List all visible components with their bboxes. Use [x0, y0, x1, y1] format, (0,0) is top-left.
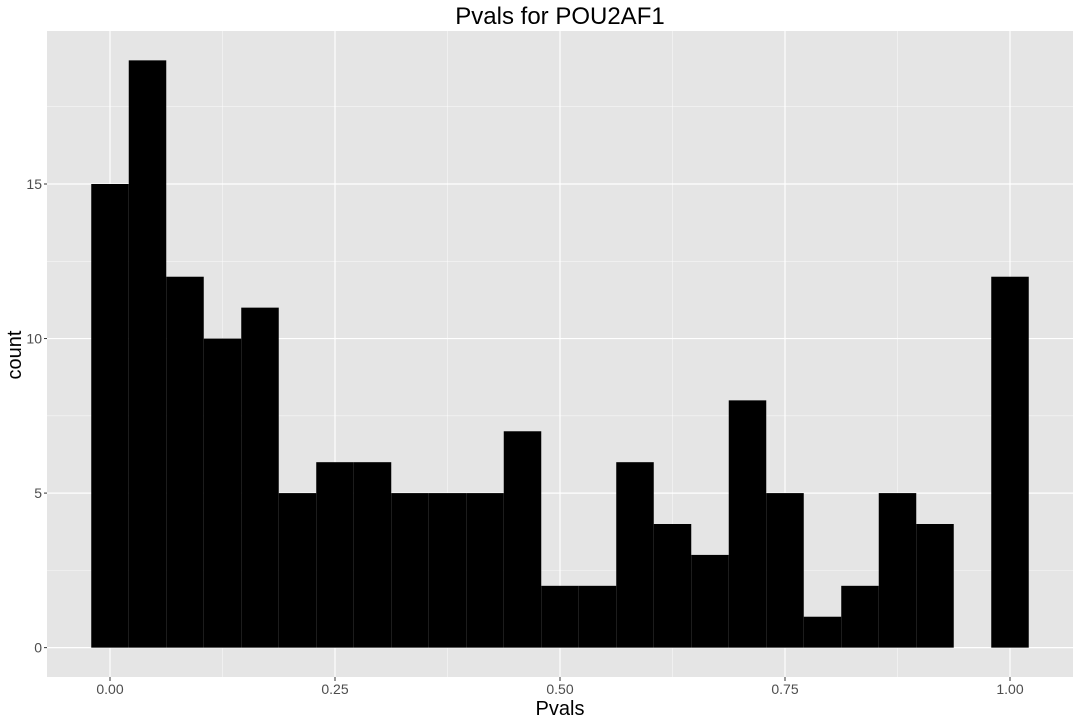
- y-tick-label: 10: [26, 331, 42, 347]
- histogram-bar: [653, 524, 692, 648]
- histogram-bar: [691, 554, 729, 648]
- x-tick-label: 0.25: [321, 681, 348, 697]
- histogram-bar: [841, 585, 879, 648]
- histogram-bar: [353, 462, 392, 648]
- x-axis-title: Pvals: [536, 698, 585, 720]
- y-axis-title: count: [4, 330, 26, 379]
- histogram-bar: [391, 493, 429, 648]
- histogram-bar: [728, 400, 767, 648]
- histogram-bar: [991, 276, 1029, 648]
- y-axis-ticks: 0 5 10 15: [26, 176, 47, 656]
- histogram-bar: [203, 338, 242, 648]
- bars: [91, 60, 1029, 648]
- histogram-bar: [503, 431, 542, 648]
- histogram-bar: [166, 276, 204, 648]
- histogram-bar: [616, 462, 654, 648]
- histogram-bar: [878, 493, 917, 648]
- histogram-bar: [766, 493, 804, 648]
- histogram-bar: [428, 493, 467, 648]
- histogram-bar: [466, 493, 504, 648]
- histogram-bar: [541, 585, 579, 648]
- histogram-bar: [316, 462, 354, 648]
- histogram-bar: [128, 60, 167, 648]
- x-tick-label: 0.50: [546, 681, 573, 697]
- histogram-bar: [91, 184, 129, 648]
- histogram-bar: [241, 307, 279, 648]
- histogram-bar: [578, 585, 617, 648]
- y-tick-label: 5: [34, 485, 42, 501]
- chart-title: Pvals for POU2AF1: [455, 3, 664, 30]
- x-tick-label: 0.75: [771, 681, 798, 697]
- histogram-bar: [916, 524, 954, 648]
- histogram-bar: [803, 616, 842, 648]
- x-tick-label: 0.00: [96, 681, 123, 697]
- y-tick-label: 15: [26, 176, 42, 192]
- x-tick-label: 1.00: [996, 681, 1023, 697]
- histogram-bar: [278, 493, 317, 648]
- x-axis-ticks: 0.00 0.25 0.50 0.75 1.00: [96, 677, 1024, 697]
- y-tick-label: 0: [34, 640, 42, 656]
